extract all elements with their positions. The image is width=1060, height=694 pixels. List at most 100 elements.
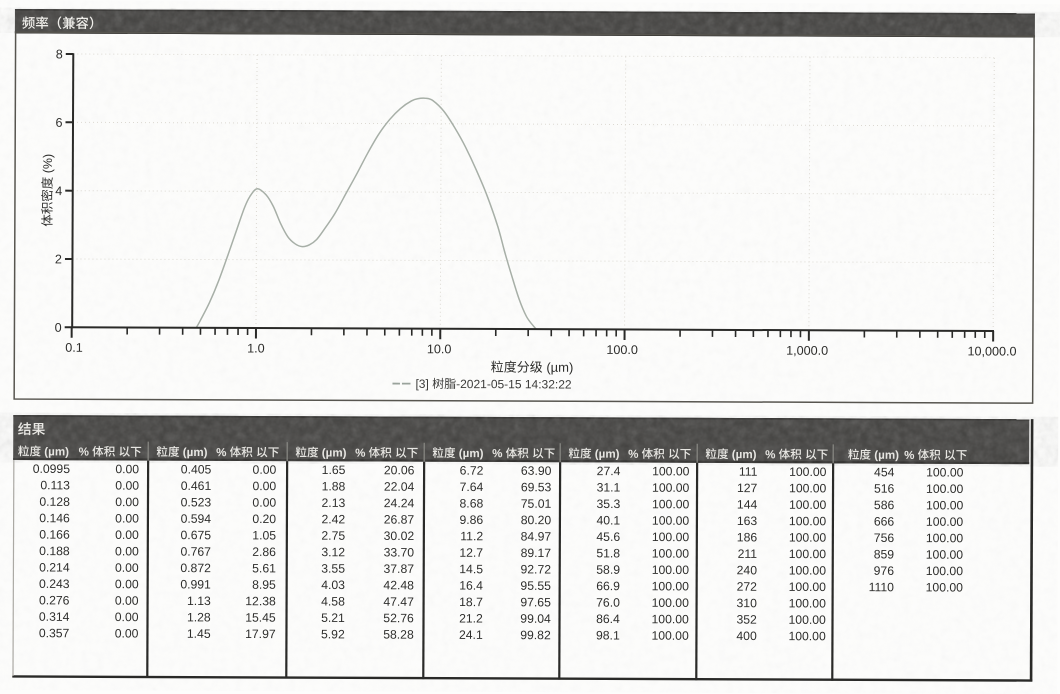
svg-text:15.45: 15.45	[245, 611, 276, 625]
svg-text:37.87: 37.87	[383, 562, 414, 576]
svg-text:100.00: 100.00	[789, 563, 827, 577]
svg-text:-2021-05-15 14:32:22: -2021-05-15 14:32:22	[456, 377, 572, 391]
svg-text:0.166: 0.166	[39, 528, 70, 542]
svg-text:0.00: 0.00	[115, 511, 139, 525]
svg-text:51.8: 51.8	[596, 546, 620, 560]
svg-text:(%): (%)	[41, 154, 55, 177]
svg-text:%: %	[216, 446, 230, 459]
svg-text:89.17: 89.17	[521, 546, 552, 560]
svg-text:10,000.0: 10,000.0	[967, 344, 1016, 358]
svg-text:99.04: 99.04	[520, 612, 551, 626]
svg-text:(µm): (µm)	[456, 447, 484, 460]
svg-text:98.1: 98.1	[596, 628, 620, 642]
svg-text:272: 272	[737, 580, 758, 594]
svg-text:69.53: 69.53	[521, 480, 552, 494]
svg-text:2.86: 2.86	[252, 545, 276, 559]
svg-text:3.55: 3.55	[321, 562, 345, 576]
svg-text:24.24: 24.24	[384, 496, 415, 510]
svg-text:100.00: 100.00	[652, 481, 690, 495]
svg-text:0.357: 0.357	[39, 626, 70, 640]
svg-text:100.00: 100.00	[789, 465, 827, 479]
svg-text:586: 586	[874, 498, 895, 512]
svg-text:%: %	[492, 447, 506, 460]
svg-text:100.00: 100.00	[789, 531, 827, 545]
svg-text:0.113: 0.113	[40, 478, 70, 492]
svg-text:2.42: 2.42	[321, 512, 345, 526]
svg-text:100.00: 100.00	[652, 579, 690, 593]
svg-text:1110: 1110	[869, 580, 895, 594]
svg-text:211: 211	[738, 547, 758, 561]
svg-text:240: 240	[737, 563, 758, 577]
svg-text:99.82: 99.82	[520, 628, 551, 642]
svg-text:0.523: 0.523	[181, 495, 212, 509]
svg-text:0.146: 0.146	[39, 511, 70, 525]
svg-text:100.00: 100.00	[926, 515, 964, 529]
svg-text:66.9: 66.9	[596, 579, 620, 593]
svg-text:(µm): (µm)	[592, 448, 620, 461]
svg-text:0.1: 0.1	[65, 341, 83, 355]
svg-text:0.00: 0.00	[252, 496, 276, 510]
svg-text:0.767: 0.767	[180, 545, 211, 559]
svg-text:100.00: 100.00	[788, 629, 826, 643]
svg-text:4.58: 4.58	[321, 594, 345, 608]
svg-text:16.4: 16.4	[459, 579, 483, 593]
svg-text:%: %	[355, 447, 369, 460]
svg-text:%: %	[628, 448, 642, 461]
svg-text:186: 186	[737, 530, 758, 544]
svg-text:310: 310	[737, 596, 758, 610]
svg-text:0.594: 0.594	[181, 512, 212, 526]
svg-text:1,000.0: 1,000.0	[786, 344, 828, 358]
svg-text:100.00: 100.00	[926, 531, 964, 545]
svg-text:17.97: 17.97	[245, 627, 276, 641]
svg-text:100.00: 100.00	[789, 547, 827, 561]
svg-text:27.4: 27.4	[597, 464, 621, 478]
svg-text:2.13: 2.13	[322, 496, 346, 510]
svg-text:0.00: 0.00	[115, 577, 139, 591]
svg-text:(µm): (µm)	[729, 448, 757, 461]
svg-text:100.00: 100.00	[652, 596, 690, 610]
svg-text:(µm): (µm)	[180, 446, 208, 459]
svg-text:33.70: 33.70	[384, 545, 415, 559]
svg-text:454: 454	[874, 465, 895, 479]
svg-text:30.02: 30.02	[384, 529, 415, 543]
svg-text:0.214: 0.214	[39, 560, 70, 574]
svg-text:0.20: 0.20	[252, 512, 276, 526]
svg-text:100.00: 100.00	[789, 481, 827, 495]
svg-text:100.00: 100.00	[926, 564, 964, 578]
svg-text:100.00: 100.00	[651, 629, 689, 643]
svg-text:47.47: 47.47	[383, 595, 414, 609]
svg-text:58.9: 58.9	[596, 563, 620, 577]
svg-text:[3]: [3]	[415, 377, 432, 391]
svg-text:1.45: 1.45	[187, 627, 211, 641]
svg-text:31.1: 31.1	[597, 480, 621, 494]
svg-text:1.13: 1.13	[187, 594, 211, 608]
svg-text:58.28: 58.28	[383, 628, 414, 642]
svg-text:1.05: 1.05	[252, 528, 276, 542]
svg-text:45.6: 45.6	[596, 530, 620, 544]
svg-text:100.00: 100.00	[652, 547, 690, 561]
svg-text:859: 859	[874, 547, 895, 561]
svg-text:%: %	[765, 448, 779, 461]
svg-text:0.00: 0.00	[115, 610, 139, 624]
svg-text:1.65: 1.65	[322, 463, 346, 477]
svg-text:0.0995: 0.0995	[33, 462, 71, 476]
svg-text:0.00: 0.00	[253, 463, 277, 477]
svg-text:100.00: 100.00	[789, 596, 827, 610]
svg-text:666: 666	[874, 515, 895, 529]
svg-text:14.5: 14.5	[459, 562, 483, 576]
svg-text:352: 352	[736, 613, 757, 627]
svg-text:0.128: 0.128	[39, 495, 70, 509]
svg-text:100.00: 100.00	[652, 497, 690, 511]
svg-text:63.90: 63.90	[521, 464, 552, 478]
svg-text:0.00: 0.00	[115, 594, 139, 608]
svg-text:0.405: 0.405	[181, 462, 212, 476]
svg-text:100.00: 100.00	[926, 548, 964, 562]
svg-text:0.00: 0.00	[115, 561, 139, 575]
svg-text:52.76: 52.76	[383, 611, 414, 625]
svg-text:5.92: 5.92	[321, 627, 345, 641]
svg-text:100.00: 100.00	[926, 580, 964, 594]
svg-text:516: 516	[874, 482, 895, 496]
svg-text:0.00: 0.00	[115, 462, 139, 476]
svg-text:100.00: 100.00	[652, 464, 690, 478]
svg-text:100.00: 100.00	[926, 498, 964, 512]
